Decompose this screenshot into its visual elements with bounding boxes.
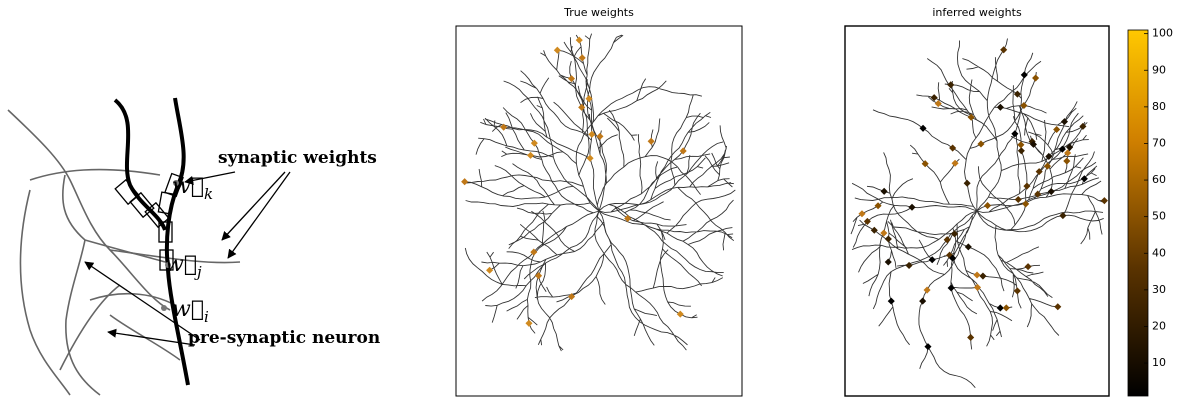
colorbar-tick-label: 70 <box>1152 136 1166 149</box>
colorbar-tick-label: 20 <box>1152 319 1166 332</box>
weight-marker <box>1003 304 1010 311</box>
weight-marker <box>920 125 927 132</box>
weight-marker <box>967 334 974 341</box>
panel-title: True weights <box>563 6 634 19</box>
weight-marker <box>924 343 931 350</box>
weight-marker <box>881 188 888 195</box>
weight-marker <box>977 140 984 147</box>
weight-marker <box>1014 287 1021 294</box>
weight-marker <box>525 320 532 327</box>
weight-marker <box>648 138 655 145</box>
weight-symbol: w⃗ <box>165 252 197 277</box>
label-synaptic: synaptic weights <box>218 148 377 168</box>
weight-marker <box>997 304 1004 311</box>
weight-marker <box>677 311 684 318</box>
weight-marker <box>1018 147 1025 154</box>
weight-marker <box>948 284 955 291</box>
weight-marker <box>1101 197 1108 204</box>
weight-marker <box>984 202 991 209</box>
weight-marker <box>1000 46 1007 53</box>
weight-marker <box>979 272 986 279</box>
weight-marker <box>885 235 892 242</box>
figure: synaptic weights pre-synaptic neuron w⃗k… <box>0 0 1190 400</box>
weight-marker <box>1015 196 1022 203</box>
colorbar-tick-label: 80 <box>1152 100 1166 113</box>
colorbar-tick-label: 40 <box>1152 246 1166 259</box>
weight-marker <box>596 133 603 140</box>
dendrite <box>465 34 736 352</box>
colorbar-tick-label: 60 <box>1152 173 1166 186</box>
weight-marker <box>1054 303 1061 310</box>
weight-marker <box>885 258 892 265</box>
weight-marker <box>527 152 534 159</box>
weight-marker <box>965 243 972 250</box>
colorbar-tick-label: 100 <box>1152 27 1173 40</box>
weight-marker <box>1021 71 1028 78</box>
weight-label: w⃗k <box>172 174 213 203</box>
weight-marker <box>1011 130 1018 137</box>
weight-marker <box>554 47 561 54</box>
weight-marker <box>871 227 878 234</box>
weight-marker <box>908 204 915 211</box>
weight-marker <box>568 75 575 82</box>
weight-marker <box>535 272 542 279</box>
weight-marker <box>858 210 865 217</box>
schematic <box>8 98 290 395</box>
weight-marker <box>997 104 1004 111</box>
weight-marker <box>1034 191 1041 198</box>
weight-label: w⃗j <box>165 252 202 281</box>
label-presynaptic: pre-synaptic neuron <box>188 328 380 348</box>
weight-marker <box>888 298 895 305</box>
weight-subscript: k <box>204 185 213 203</box>
weight-marker <box>974 271 981 278</box>
weight-marker <box>1023 183 1030 190</box>
colorbar-tick-label: 50 <box>1152 210 1166 223</box>
weight-marker <box>1017 141 1024 148</box>
weight-marker <box>1036 168 1043 175</box>
colorbar-tick-label: 30 <box>1152 283 1166 296</box>
weight-marker <box>964 180 971 187</box>
colorbar <box>1128 30 1148 396</box>
panel-title: inferred weights <box>932 6 1022 19</box>
weight-marker <box>576 37 583 44</box>
weight-subscript: i <box>204 308 209 326</box>
weight-marker <box>461 178 468 185</box>
weight-marker <box>924 287 931 294</box>
weight-symbol: w⃗ <box>172 297 204 322</box>
dendrite <box>851 39 1104 388</box>
weight-marker <box>1063 158 1070 165</box>
weight-marker <box>1032 75 1039 82</box>
colorbar-tick-label: 90 <box>1152 63 1166 76</box>
weight-marker <box>947 81 954 88</box>
dendrites <box>461 34 1108 388</box>
weight-marker <box>486 267 493 274</box>
weight-symbol: w⃗ <box>172 174 204 199</box>
weight-marker <box>919 298 926 305</box>
weight-marker <box>1053 126 1060 133</box>
colorbar-tick-label: 10 <box>1152 356 1166 369</box>
weight-label: w⃗i <box>172 297 209 326</box>
weight-marker <box>949 145 956 152</box>
weight-marker <box>1025 263 1032 270</box>
